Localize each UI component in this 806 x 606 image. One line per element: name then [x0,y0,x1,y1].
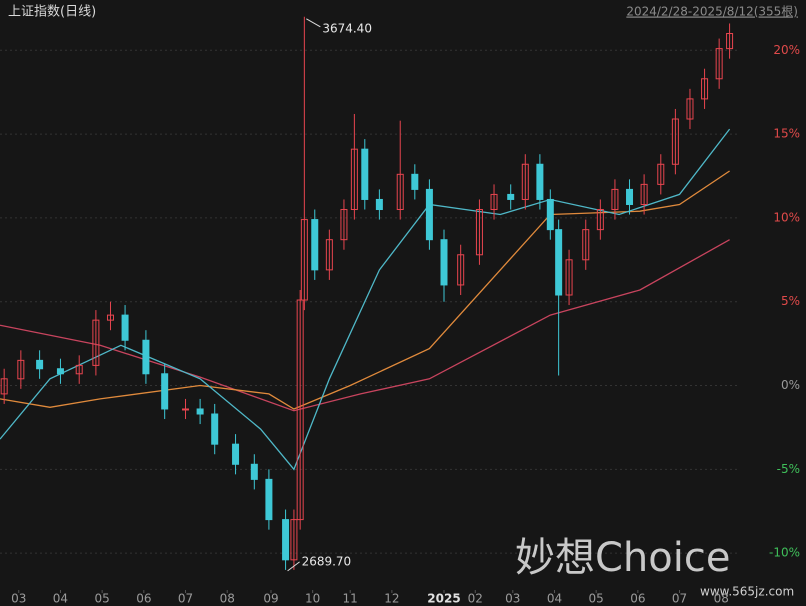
candle-body [290,519,298,561]
candle-body [490,193,498,211]
moving-average [0,170,730,410]
candle-body [596,209,604,231]
watermark: 妙想Choice [515,535,730,581]
candle-body [75,364,83,375]
candle-body [611,188,619,211]
candle-body [475,209,483,256]
high-arrow [306,18,321,28]
x-tick-label: 05 [589,592,604,606]
x-tick-label: 07 [672,592,687,606]
y-tick-label: 10% [773,210,800,224]
y-tick-label: 0% [781,378,800,392]
candle-body [686,98,694,120]
candle-body [265,478,273,521]
candle-body [0,378,8,395]
low-arrow [287,561,300,572]
y-tick-label: 20% [773,43,800,57]
y-tick-label: -5% [777,462,800,476]
candle-body [142,339,150,375]
candle-body [325,239,333,271]
candle-body [425,188,433,241]
candle-body [340,209,348,241]
candle-body [565,259,573,296]
candle-body [250,463,258,480]
candle-body [640,183,648,205]
x-tick-label: 09 [263,592,278,606]
candle-body [232,443,240,465]
candle-body [715,48,723,80]
candle-body [106,314,114,321]
candle-body [671,118,679,165]
y-tick-label: -10% [769,546,800,560]
x-tick-label: 11 [343,592,358,606]
candle-body [375,198,383,211]
date-range: 2024/2/28-2025/8/12(355根) [626,5,798,19]
candle-body [361,148,369,200]
candle-body [182,408,190,411]
candle-body [92,319,100,366]
x-tick-label: 04 [53,592,68,606]
x-tick-label: 12 [384,592,399,606]
x-tick-label: 10 [305,592,320,606]
candle-body [17,359,25,380]
candle-body [300,219,308,301]
candle-body [657,163,665,185]
x-tick-label: 03 [505,592,520,606]
x-tick-label: 03 [11,592,26,606]
candle-body [555,229,563,296]
candle-body [282,519,290,561]
x-tick-label: 06 [630,592,645,606]
candle-body [56,368,64,375]
x-tick-label: 04 [547,592,562,606]
y-tick-label: 15% [773,127,800,141]
x-tick-label: 2025 [427,592,460,606]
candle-body [411,173,419,190]
candle-body [440,239,448,286]
candle-body [196,408,204,415]
candle-body [726,33,734,50]
x-tick-label: 08 [220,592,235,606]
candle-body [457,254,465,286]
candle-body [507,193,515,200]
candle-body [350,148,358,211]
moving-average [0,239,730,412]
low-label: 2689.70 [302,554,352,568]
chart-title: 上证指数(日线) [8,5,96,20]
x-tick-label: 08 [714,592,729,606]
candle-body [536,163,544,200]
high-label: 3674.40 [322,21,372,35]
y-tick-label: 5% [781,294,800,308]
candle-body [311,219,319,271]
candle-body [582,229,590,261]
x-tick-label: 06 [136,592,151,606]
candle-body [211,413,219,445]
x-tick-label: 07 [178,592,193,606]
candle-body [396,173,404,211]
candle-body [161,373,169,410]
candle-body [626,188,634,205]
candle-body [521,163,529,200]
candle-body [546,198,554,231]
candle-body [36,359,44,370]
candle-body [701,78,709,100]
moving-average [0,128,731,471]
x-tick-label: 02 [468,592,483,606]
candle-body [121,314,129,341]
candle-body [296,299,304,521]
watermark-site: www.565jz.com [700,585,794,599]
x-tick-label: 05 [95,592,110,606]
